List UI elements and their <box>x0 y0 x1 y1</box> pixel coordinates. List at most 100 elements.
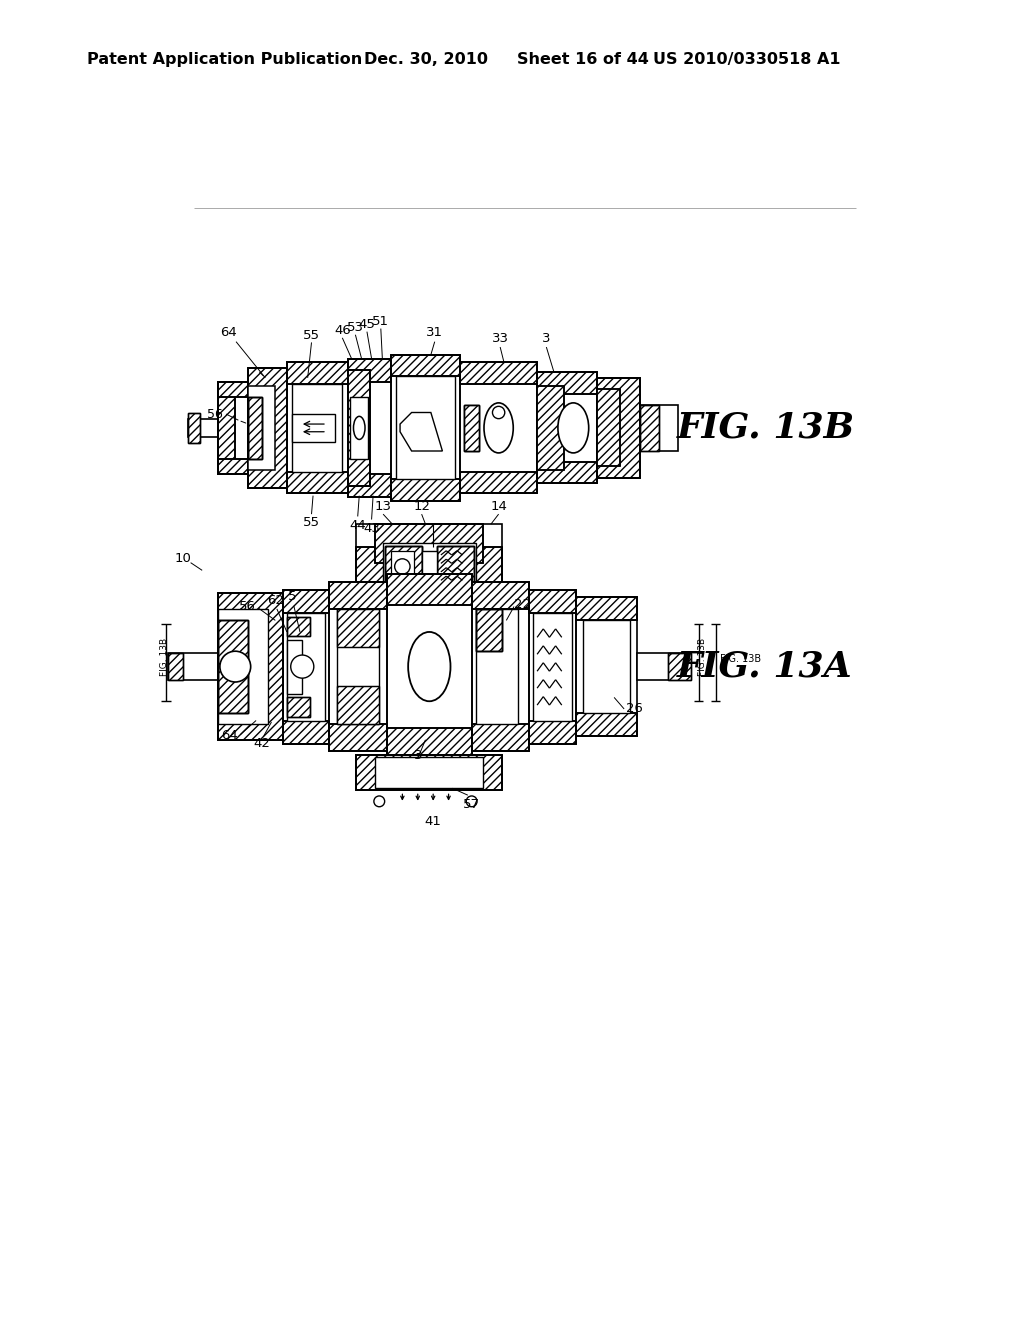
Bar <box>217 620 249 713</box>
Circle shape <box>374 796 385 807</box>
Bar <box>283 590 330 612</box>
Bar <box>534 612 571 721</box>
Bar <box>668 653 691 681</box>
Bar <box>217 381 234 474</box>
Bar <box>597 378 640 478</box>
Bar <box>387 729 472 759</box>
Text: 14: 14 <box>490 499 507 512</box>
Bar <box>217 620 249 713</box>
Bar <box>391 552 414 578</box>
Text: Dec. 30, 2010: Dec. 30, 2010 <box>364 51 487 67</box>
Circle shape <box>493 407 505 418</box>
Bar <box>575 597 637 620</box>
Bar <box>597 389 621 466</box>
Bar <box>529 590 575 743</box>
Bar <box>376 524 483 562</box>
Bar <box>188 413 200 444</box>
Bar <box>475 609 503 651</box>
Bar <box>437 545 474 585</box>
Bar <box>330 582 387 751</box>
Text: 41: 41 <box>425 816 441 828</box>
Bar <box>640 405 658 451</box>
Bar <box>475 609 518 725</box>
Bar <box>292 414 335 442</box>
Bar <box>330 725 387 751</box>
Bar <box>217 459 249 474</box>
Bar <box>391 479 460 502</box>
Bar <box>350 397 369 459</box>
Ellipse shape <box>484 403 513 453</box>
Circle shape <box>394 558 410 574</box>
Bar <box>356 524 503 590</box>
Bar <box>287 697 310 717</box>
Bar <box>460 363 538 494</box>
Bar <box>385 545 422 585</box>
Text: FIG. 13B: FIG. 13B <box>160 639 169 676</box>
Bar <box>437 545 474 585</box>
Bar <box>287 697 310 717</box>
Bar <box>337 686 379 725</box>
Text: 56: 56 <box>207 408 223 421</box>
Bar <box>287 640 302 693</box>
Bar <box>387 574 472 605</box>
Bar <box>668 653 691 681</box>
Bar <box>538 385 564 470</box>
Ellipse shape <box>353 416 365 440</box>
Circle shape <box>291 655 313 678</box>
Circle shape <box>466 796 477 807</box>
Bar <box>188 418 217 437</box>
Text: FIG. 13B: FIG. 13B <box>677 411 855 445</box>
Text: FIG. 13B: FIG. 13B <box>697 639 707 676</box>
Bar <box>391 355 460 376</box>
Text: 42: 42 <box>253 738 270 751</box>
Text: 51: 51 <box>373 314 389 327</box>
Bar <box>538 372 597 483</box>
Text: 31: 31 <box>426 326 443 339</box>
Bar <box>287 471 348 494</box>
Bar <box>217 594 283 739</box>
Bar <box>337 609 379 647</box>
Bar <box>249 397 262 459</box>
Bar <box>464 405 479 451</box>
Bar <box>472 725 529 751</box>
Bar <box>385 545 422 585</box>
Text: US 2010/0330518 A1: US 2010/0330518 A1 <box>653 51 841 67</box>
Text: 45: 45 <box>358 318 376 331</box>
Bar <box>217 381 287 474</box>
Bar <box>356 548 503 590</box>
Text: 57: 57 <box>463 797 480 810</box>
Text: 3: 3 <box>414 748 422 762</box>
Bar <box>330 582 387 609</box>
Text: 62: 62 <box>267 594 284 607</box>
Bar <box>472 725 529 751</box>
Bar <box>348 474 391 498</box>
Bar <box>529 590 575 612</box>
Bar <box>391 355 460 376</box>
Polygon shape <box>400 412 442 451</box>
Text: 55: 55 <box>303 329 321 342</box>
Bar <box>529 721 575 743</box>
Bar <box>287 612 326 721</box>
Bar <box>383 544 475 586</box>
Bar <box>460 363 538 384</box>
Bar <box>337 686 379 725</box>
Bar <box>356 755 503 789</box>
Text: 3: 3 <box>542 331 551 345</box>
Bar <box>376 758 483 788</box>
Bar <box>292 384 342 471</box>
Text: FIG. 13B: FIG. 13B <box>720 653 762 664</box>
Bar <box>356 755 503 789</box>
Bar <box>283 721 330 743</box>
Bar <box>188 413 200 444</box>
Bar <box>460 363 538 384</box>
Bar <box>637 653 691 681</box>
Bar <box>287 616 310 636</box>
Text: 44: 44 <box>349 519 367 532</box>
Bar <box>464 405 479 451</box>
Text: 13: 13 <box>375 499 391 512</box>
Text: 64: 64 <box>220 326 237 339</box>
Bar <box>640 405 658 451</box>
Bar <box>422 552 437 582</box>
Bar <box>529 590 575 612</box>
Bar <box>249 368 287 488</box>
